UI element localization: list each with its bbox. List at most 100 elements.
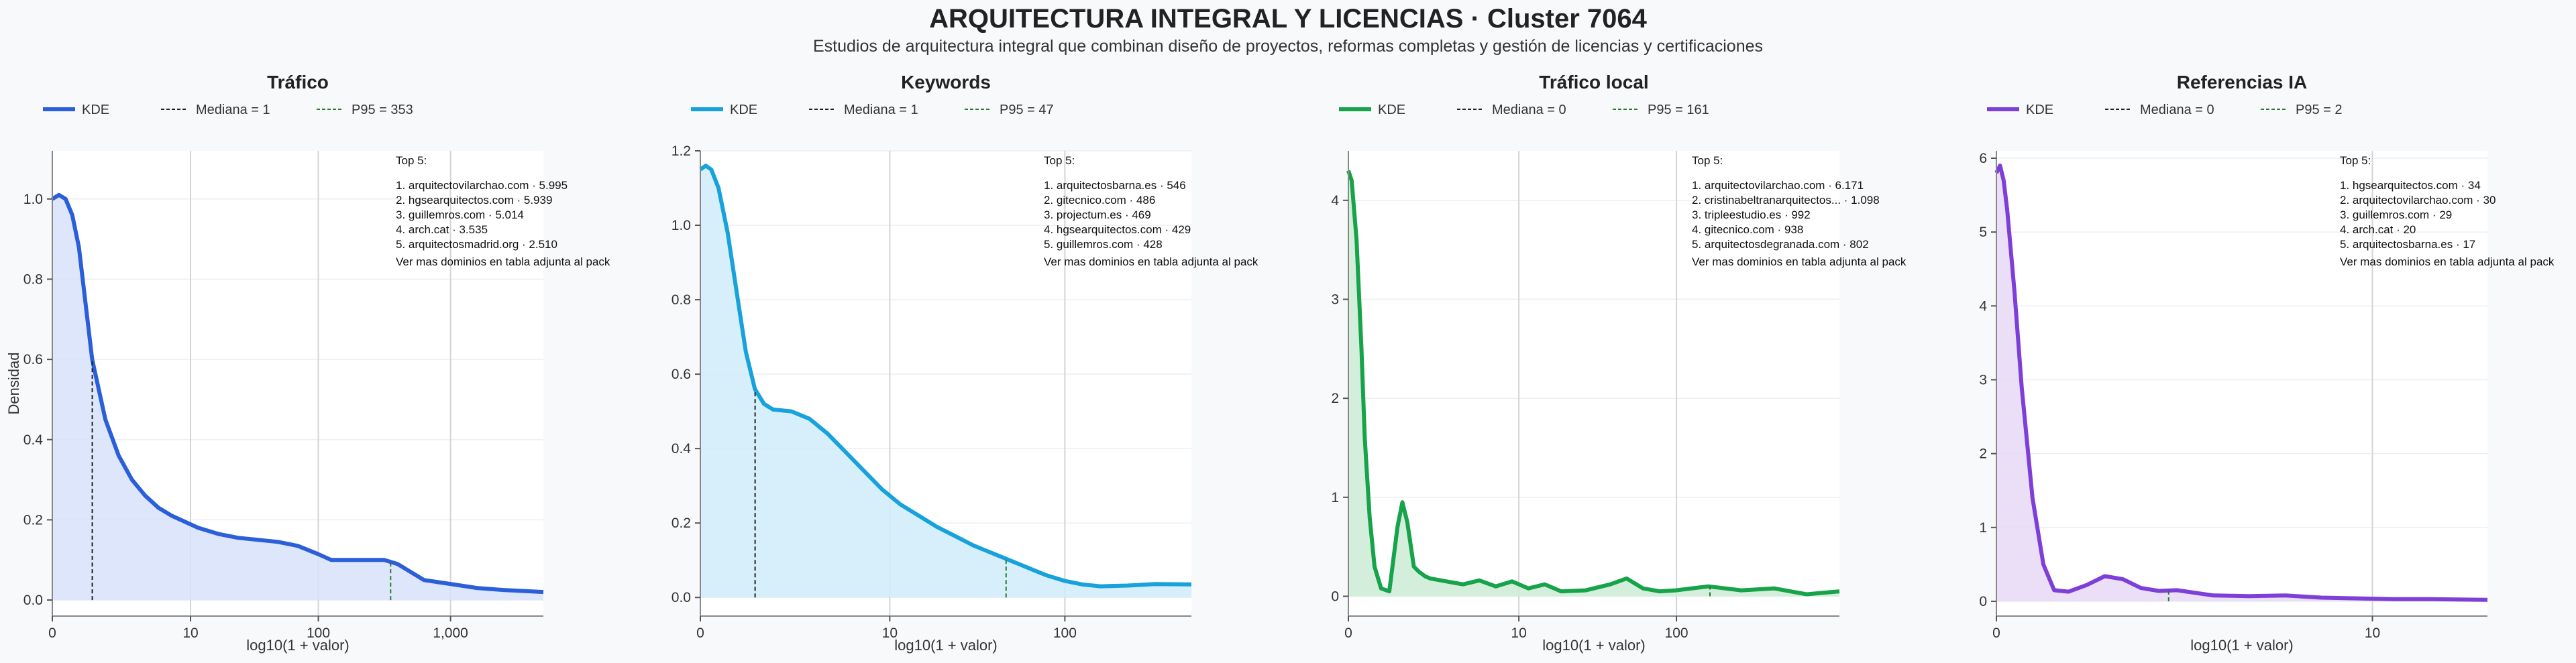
top5-annotation: Top 5: 1. arquitectovilarchao.com · 5.995…: [396, 154, 610, 268]
y-tick-label: 0: [1331, 589, 1339, 604]
top5-item: 2. hgsearquitectos.com · 5.939: [396, 194, 552, 206]
legend: KDE Mediana = 0 P95 = 2: [1987, 103, 2343, 117]
top5-item: 3. guillemros.com · 5.014: [396, 208, 524, 221]
top5-item: 3. tripleestudio.es · 992: [1692, 208, 1811, 221]
legend-median-label: Mediana = 1: [196, 103, 270, 117]
legend: KDE Mediana = 1 P95 = 353: [43, 103, 413, 117]
plot-area: [1348, 151, 1839, 616]
x-tick-label: 10: [1511, 625, 1526, 641]
y-axis-label: Densidad: [5, 353, 22, 415]
kde-area: [1348, 170, 1839, 597]
top5-annotation: Top 5: 1. arquitectovilarchao.com · 6.171…: [1692, 154, 1907, 268]
top5-item: 1. hgsearquitectos.com · 34: [2340, 179, 2481, 192]
x-tick-label: 100: [307, 625, 330, 641]
panel-3: 0 1 2 3 4 0 10 100 log10(1 + valor) Tráfico local…: [1331, 72, 1907, 654]
top5-item: 5. arquitectosmadrid.org · 2.510: [396, 238, 557, 251]
y-tick-label: 1.2: [672, 143, 691, 159]
y-tick-label: 1.0: [672, 218, 691, 233]
y-tick-label: 1.0: [23, 192, 43, 207]
top5-more-note: Ver mas dominios en tabla adjunta al pac…: [1044, 255, 1258, 268]
y-tick-label: 1: [1331, 490, 1339, 505]
x-tick-label: 0: [1344, 625, 1352, 641]
y-tick-label: 2: [1979, 446, 1987, 462]
top5-item: 3. projectum.es · 469: [1044, 208, 1151, 221]
top5-item: 4. arch.cat · 20: [2340, 223, 2416, 236]
y-tick-label: 0.6: [672, 367, 691, 382]
x-tick-label: 10: [2365, 625, 2380, 641]
panel-title: Keywords: [901, 72, 991, 93]
y-tick-label: 4: [1979, 298, 1987, 314]
legend-p95-label: P95 = 161: [1648, 103, 1709, 117]
top5-more-note: Ver mas dominios en tabla adjunta al pac…: [1692, 255, 1907, 268]
kde-line: [1994, 164, 2488, 602]
y-tick-label: 3: [1331, 292, 1339, 307]
x-tick-label: 0: [696, 625, 704, 641]
y-tick-label: 0.2: [672, 516, 691, 531]
top5-annotation: Top 5: 1. arquitectosbarna.es · 546 2. git…: [1044, 154, 1258, 268]
kde-line: [51, 192, 544, 595]
y-tick-label: 0.0: [23, 593, 43, 608]
kde-area: [700, 166, 1191, 598]
x-axis-label: log10(1 + valor): [2190, 637, 2293, 654]
page-title: ARQUITECTURA INTEGRAL Y LICENCIAS · Clus…: [929, 4, 1647, 34]
x-axis-label: log10(1 + valor): [1542, 637, 1645, 654]
top5-item: 5. arquitectosdegranada.com · 802: [1692, 238, 1869, 251]
legend: KDE Mediana = 1 P95 = 47: [691, 103, 1054, 117]
kde-line: [1346, 170, 1840, 597]
panel-2: 0.0 0.2 0.4 0.6 0.8 1.0 1.2 0 10 100 log10(1 + val…: [672, 72, 1258, 654]
top5-item: 5. guillemros.com · 428: [1044, 238, 1163, 251]
top5-item: 5. arquitectosbarna.es · 17: [2340, 238, 2475, 251]
x-axis-label: log10(1 + valor): [894, 637, 997, 654]
legend-kde-label: KDE: [730, 103, 757, 117]
top5-item: 4. hgsearquitectos.com · 429: [1044, 223, 1191, 236]
top5-more-note: Ver mas dominios en tabla adjunta al pac…: [396, 255, 610, 268]
y-tick-label: 0.6: [23, 352, 43, 367]
top5-item: 2. gitecnico.com · 486: [1044, 194, 1155, 206]
x-tick-label: 100: [1053, 625, 1077, 641]
panel-title: Tráfico: [267, 72, 329, 93]
x-tick-label: 10: [182, 625, 198, 641]
legend-p95-label: P95 = 2: [2296, 103, 2343, 117]
y-tick-label: 4: [1331, 193, 1339, 208]
top5-more-note: Ver mas dominios en tabla adjunta al pac…: [2340, 255, 2555, 268]
top5-item: 3. guillemros.com · 29: [2340, 208, 2452, 221]
top5-item: 4. gitecnico.com · 938: [1692, 223, 1803, 236]
legend-kde-label: KDE: [2026, 103, 2053, 117]
top5-title: Top 5:: [396, 154, 427, 167]
legend-median-label: Mediana = 0: [1492, 103, 1566, 117]
top5-item: 2. arquitectovilarchao.com · 30: [2340, 194, 2496, 206]
x-tick-label: 0: [1992, 625, 2000, 641]
top5-title: Top 5:: [1044, 154, 1075, 167]
kde-area: [52, 194, 543, 601]
top5-item: 1. arquitectovilarchao.com · 5.995: [396, 179, 568, 192]
top5-item: 2. cristinabeltranarquitectos... · 1.098: [1692, 194, 1880, 206]
y-tick-label: 1: [1979, 520, 1987, 536]
panel-1: 0.0 0.2 0.4 0.6 0.8 1.0 0 10 100 1,000 log10(1 + v…: [5, 72, 610, 654]
page-subtitle: Estudios de arquitectura integral que co…: [812, 37, 1764, 56]
legend-kde-label: KDE: [82, 103, 109, 117]
y-tick-label: 0.4: [23, 432, 44, 448]
legend: KDE Mediana = 0 P95 = 161: [1339, 103, 1709, 117]
y-tick-label: 2: [1331, 391, 1339, 406]
y-tick-label: 0.8: [23, 272, 43, 287]
legend-p95-label: P95 = 47: [1000, 103, 1054, 117]
legend-median-label: Mediana = 0: [2140, 103, 2214, 117]
y-tick-label: 0.4: [672, 441, 692, 457]
x-axis-label: log10(1 + valor): [246, 637, 349, 654]
x-tick-label: 10: [882, 625, 898, 641]
y-tick-label: 0: [1979, 594, 1987, 609]
x-tick-label: 1,000: [433, 625, 468, 641]
legend-kde-label: KDE: [1378, 103, 1405, 117]
y-tick-label: 5: [1979, 225, 1987, 240]
legend-p95-label: P95 = 353: [352, 103, 413, 117]
y-tick-label: 0.0: [672, 590, 691, 605]
kde-line: [699, 164, 1192, 589]
y-tick-label: 6: [1979, 151, 1987, 166]
y-tick-label: 0.8: [672, 292, 691, 308]
y-tick-label: 0.2: [23, 512, 43, 528]
panel-title: Tráfico local: [1539, 72, 1648, 93]
top5-annotation: Top 5: 1. hgsearquitectos.com · 34 2. arqu…: [2340, 154, 2555, 268]
top5-item: 4. arch.cat · 3.535: [396, 223, 488, 236]
panel-title: Referencias IA: [2177, 72, 2308, 93]
